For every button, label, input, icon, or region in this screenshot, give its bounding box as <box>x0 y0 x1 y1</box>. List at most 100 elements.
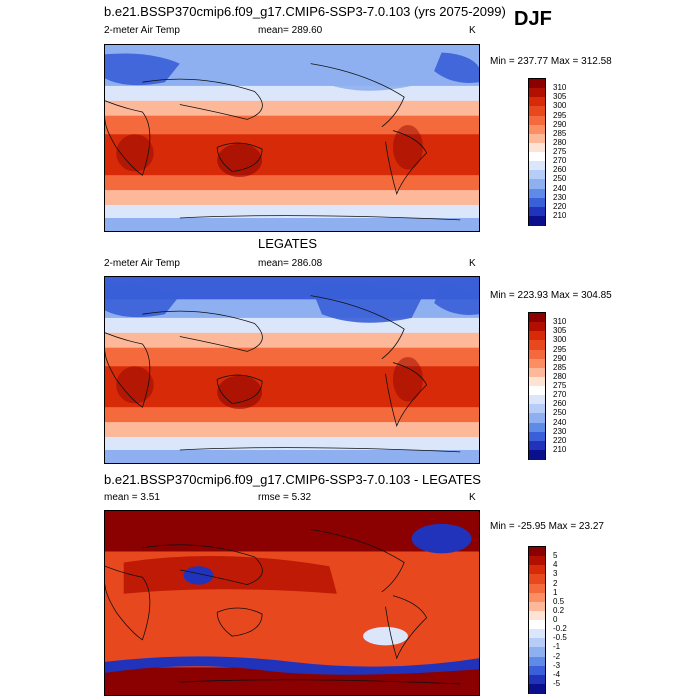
panel2-minmax-label: Min = 223.93 Max = 304.85 <box>490 290 612 301</box>
panel3-colorbar-swatch <box>529 610 545 621</box>
panel2-colorbar-tick-label: 240 <box>553 417 567 427</box>
panel3-minmax-label: Min = -25.95 Max = 23.27 <box>490 521 604 532</box>
coastline <box>385 130 428 196</box>
panel2-colorbar-swatch <box>529 358 545 369</box>
cold-region-eurasia <box>310 52 423 91</box>
panel2-colorbar-swatch <box>529 331 545 341</box>
panel2-colorbar-swatch <box>529 440 545 451</box>
panel1-colorbar-tick-label: 310 <box>553 83 567 93</box>
panel1-colorbar-tick-label: 230 <box>553 192 567 202</box>
panel3-colorbar-tick-label: -2 <box>553 651 561 661</box>
panel3-colorbar-tick-label: 4 <box>553 560 558 570</box>
panel3-units-label: K <box>469 492 476 503</box>
panel3-colorbar-tick-label: 0 <box>553 615 558 624</box>
panel1-colorbar: 310 305 300 295 290 285 280 275 270 260 250 240 230 2… <box>528 78 566 226</box>
panel2-colorbar-tick-label: 295 <box>553 344 567 354</box>
temperature-band <box>105 317 479 334</box>
panel2-colorbar-swatch <box>529 322 545 332</box>
panel3-colorbar-tick-label: -3 <box>553 660 561 670</box>
panel1-units-label: K <box>469 25 476 36</box>
season-label: DJF <box>514 8 552 30</box>
panel3-colorbar-tick-label: -5 <box>553 678 561 688</box>
temperature-band <box>105 407 479 424</box>
panel2-colorbar-swatch <box>529 367 545 378</box>
panel2-variable-label: 2-meter Air Temp <box>104 258 180 269</box>
temperature-band <box>105 115 479 136</box>
panel2-colorbar-swatch <box>529 340 545 350</box>
panel3-map-plot <box>105 511 479 695</box>
panel2-colorbar-tick-label: 305 <box>553 326 567 336</box>
panel3-colorbar-swatch <box>529 592 545 603</box>
coastline <box>142 310 263 352</box>
panel2-colorbar-tick-label: 210 <box>553 444 567 454</box>
panel1-colorbar-swatch <box>529 161 545 171</box>
panel2-colorbar-tick-label: 300 <box>553 335 567 345</box>
panel3-colorbar-swatch <box>529 674 545 685</box>
panel1-colorbar-swatch <box>529 106 545 116</box>
panel1-colorbar-swatch <box>529 179 545 189</box>
cold-region-north <box>105 53 180 86</box>
panel3-colorbar-swatch <box>529 620 545 630</box>
panel3-rmse-label: rmse = 5.32 <box>258 492 312 503</box>
panel2-units-label: K <box>469 258 476 269</box>
hot-region-africa <box>116 366 154 404</box>
panel1-colorbar-tick-label: 305 <box>553 92 567 102</box>
panel1-colorbar-swatch <box>529 152 545 162</box>
panel2-colorbar-swatch <box>529 395 545 405</box>
panel1-colorbar-tick-label: 210 <box>553 210 567 220</box>
panel1-colorbar-tick-label: 285 <box>553 128 567 138</box>
panel3-colorbar-tick-label: 5 <box>553 551 558 561</box>
panel1-colorbar-swatch <box>529 88 545 98</box>
temperature-band <box>105 332 479 349</box>
panel2-colorbar-tick-label: 285 <box>553 362 567 372</box>
panel2-colorbar-tick-label: 270 <box>553 390 567 400</box>
panel3-mean-label: mean = 3.51 <box>104 492 160 503</box>
panel1-variable-label: 2-meter Air Temp <box>104 25 180 36</box>
panel1-colorbar-swatch <box>529 206 545 217</box>
panel3-map <box>104 510 480 696</box>
difference-southern-ocean-cold <box>105 656 479 675</box>
panel2-title: LEGATES <box>258 236 318 251</box>
panel2-colorbar-tick-label: 260 <box>553 399 567 409</box>
panel1-colorbar-swatch <box>529 142 545 153</box>
panel1-mean-label: mean= 289.60 <box>258 25 323 36</box>
difference-warm-patch <box>123 555 337 594</box>
panel1-colorbar-tick-label: 275 <box>553 147 567 156</box>
panel3-colorbar-swatch <box>529 547 545 557</box>
panel3-colorbar-tick-label: 3 <box>553 569 558 579</box>
panel1-colorbar-tick-label: 250 <box>553 174 567 184</box>
panel3-colorbar-swatch <box>529 638 545 648</box>
panel3-colorbar-swatch <box>529 583 545 594</box>
panel2-colorbar-tick-label: 290 <box>553 353 567 363</box>
panel1-colorbar-tick-label: 295 <box>553 110 567 120</box>
panel2-colorbar-swatch <box>529 422 545 433</box>
coastline <box>105 565 151 641</box>
hot-region-south-america <box>392 356 423 402</box>
panel1-colorbar-swatch <box>529 188 545 199</box>
panel2-colorbar-tick-label: 220 <box>553 435 567 445</box>
panel2-mean-label: mean= 286.08 <box>258 258 323 269</box>
panel3-colorbar-tick-label: -0.2 <box>553 624 567 634</box>
panel1-colorbar-tick-label: 220 <box>553 201 567 211</box>
coastline <box>310 529 405 593</box>
difference-cold-patch <box>183 566 214 585</box>
coastline <box>142 544 263 586</box>
panel1-colorbar-tick-label: 270 <box>553 156 567 166</box>
difference-neutral-patch <box>363 626 408 646</box>
panel2-colorbar-tick-label: 230 <box>553 426 567 436</box>
panel3-colorbar: 5 4 3 2 1 0.5 0.2 0 -0.2 -0.5 -1 -2 -3 -4 -5 <box>528 546 567 694</box>
panel3-colorbar-swatch <box>529 556 545 566</box>
panel1-map <box>104 44 480 232</box>
panel2-colorbar-swatch <box>529 413 545 423</box>
cold-region-eurasia <box>310 284 423 323</box>
coastline <box>179 447 461 453</box>
coastline <box>105 332 151 408</box>
panel1-colorbar-swatch <box>529 197 545 208</box>
panel1-colorbar-swatch <box>529 124 545 135</box>
coastline <box>142 78 263 120</box>
temperature-band <box>105 134 479 177</box>
panel3-colorbar-swatch <box>529 647 545 657</box>
coastline <box>179 679 461 685</box>
temperature-band <box>105 217 479 231</box>
panel1-title: b.e21.BSSP370cmip6.f09_g17.CMIP6-SSP3-7.… <box>104 4 506 19</box>
